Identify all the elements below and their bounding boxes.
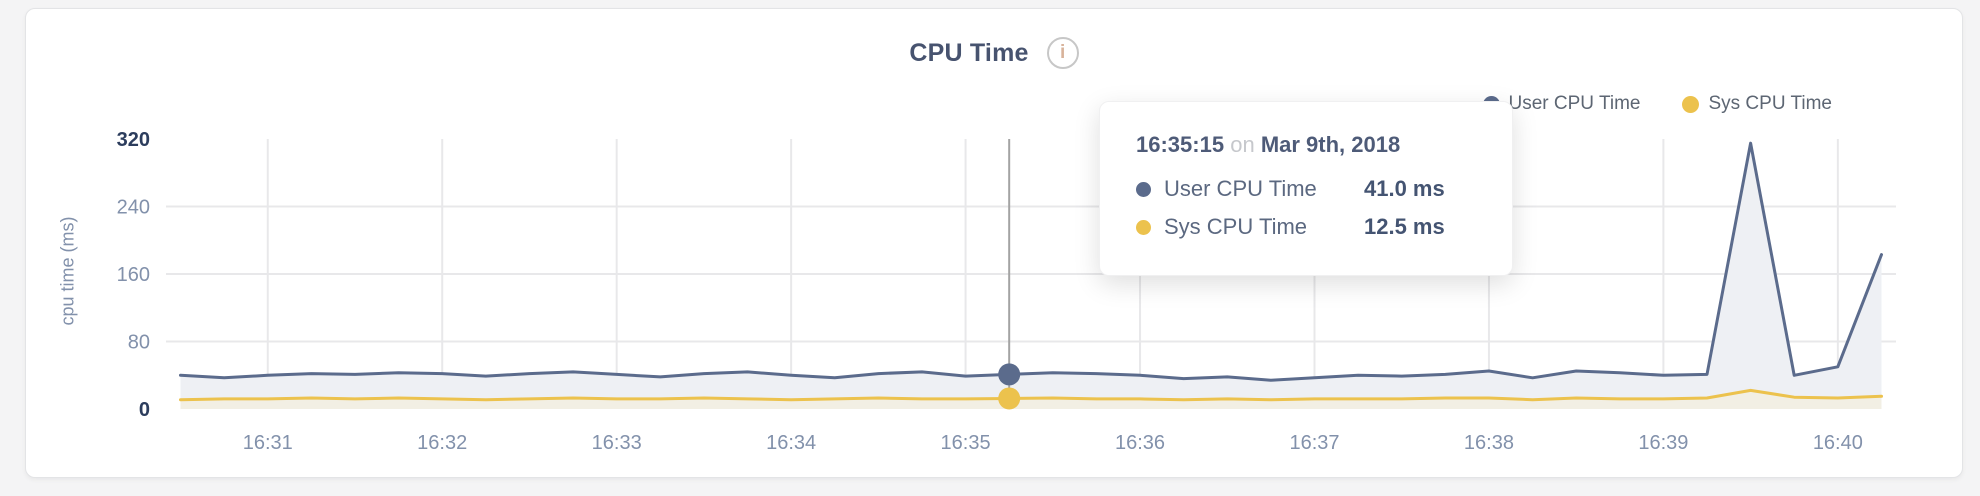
info-icon[interactable]: i — [1046, 37, 1079, 69]
tooltip-row-user: User CPU Time 41.0 ms — [1136, 170, 1478, 208]
tooltip-timestamp: 16:35:15 on Mar 9th, 2018 — [1136, 132, 1478, 158]
legend-label-user: User CPU Time — [1508, 93, 1641, 114]
legend-dot-sys-icon — [1682, 95, 1700, 113]
legend: User CPU Time Sys CPU Time — [1482, 93, 1832, 115]
x-tick-label: 16:33 — [592, 432, 642, 454]
tooltip-sys-dot-icon — [1136, 219, 1151, 235]
x-tick-label: 16:35 — [941, 432, 991, 454]
user-cpu-area — [180, 143, 1882, 409]
hover-tooltip: 16:35:15 on Mar 9th, 2018 User CPU Time … — [1099, 101, 1513, 276]
plot-hover-area[interactable] — [166, 139, 1896, 409]
tooltip-row-sys: Sys CPU Time 12.5 ms — [1136, 208, 1478, 246]
tooltip-user-label: User CPU Time — [1164, 176, 1317, 201]
x-tick-label: 16:34 — [766, 432, 816, 454]
tooltip-connector: on — [1230, 132, 1255, 157]
x-tick-label: 16:31 — [243, 432, 293, 454]
chart-title: CPU Time — [909, 38, 1029, 67]
tooltip-user-value: 41.0 ms — [1364, 176, 1445, 201]
tooltip-user-dot-icon — [1136, 181, 1151, 197]
tooltip-sys-value: 12.5 ms — [1364, 214, 1445, 239]
legend-label-sys: Sys CPU Time — [1708, 93, 1832, 114]
user-cpu-line — [179, 141, 1883, 382]
x-tick-label: 16:32 — [417, 432, 467, 454]
tooltip-time: 16:35:15 — [1136, 132, 1225, 157]
chart-header: CPU Time i — [26, 37, 1962, 69]
y-tick-label: 240 — [117, 197, 150, 219]
x-tick-label: 16:38 — [1464, 432, 1514, 454]
y-tick-label: 160 — [117, 264, 150, 286]
cpu-time-chart: 0 80 160 240 320 16:31 16:32 16:33 16:34 16:35 16:… — [117, 129, 1896, 454]
y-tick-label: 80 — [128, 332, 150, 354]
x-tick-label: 16:37 — [1289, 432, 1339, 454]
y-tick-label: 320 — [117, 129, 150, 151]
tooltip-date: Mar 9th, 2018 — [1260, 132, 1401, 157]
chart-card: CPU Time i User CPU Time Sys CPU Time cp… — [25, 8, 1963, 478]
legend-item-sys-cpu-time[interactable]: Sys CPU Time — [1682, 93, 1832, 115]
y-tick-label: 0 — [139, 399, 150, 421]
hover-dot-user — [998, 363, 1021, 386]
tooltip-sys-label: Sys CPU Time — [1164, 214, 1308, 239]
x-tick-label: 16:36 — [1115, 432, 1165, 454]
hover-dot-sys — [998, 387, 1021, 410]
x-tick-label: 16:40 — [1813, 432, 1863, 454]
x-tick-label: 16:39 — [1638, 432, 1688, 454]
sys-cpu-line — [179, 388, 1883, 402]
